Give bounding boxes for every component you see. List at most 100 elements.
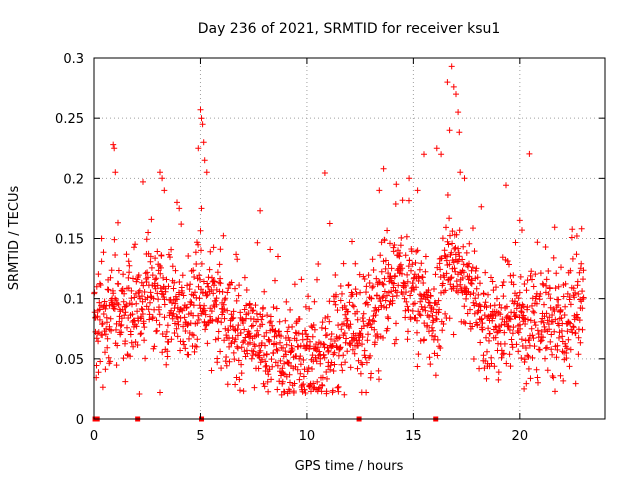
data-point: [580, 276, 586, 283]
data-point: [120, 271, 127, 278]
data-point: [111, 236, 118, 243]
data-point: [292, 329, 299, 336]
data-point: [474, 274, 481, 281]
data-point: [193, 261, 200, 267]
data-point: [571, 294, 578, 301]
x-tick-label: 20: [512, 429, 529, 444]
data-point: [326, 318, 333, 325]
data-point: [287, 306, 294, 313]
data-point: [498, 354, 505, 361]
data-point: [352, 260, 359, 267]
data-point: [257, 347, 264, 354]
data-point: [366, 316, 373, 323]
data-point: [519, 343, 526, 349]
data-point: [381, 275, 388, 282]
data-point: [123, 251, 130, 258]
data-point: [457, 169, 464, 176]
data-point: [118, 321, 125, 328]
data-point: [555, 296, 562, 303]
data-point: [569, 226, 576, 233]
data-point: [320, 351, 327, 358]
data-point: [241, 326, 248, 333]
data-point: [547, 295, 554, 302]
data-point: [497, 311, 504, 318]
data-point: [96, 306, 103, 313]
data-point: [331, 298, 338, 305]
data-point: [197, 276, 203, 283]
data-point: [274, 347, 281, 354]
data-point: [283, 341, 290, 348]
data-point: [497, 327, 504, 334]
data-point: [456, 129, 463, 136]
data-point: [417, 312, 424, 319]
data-point: [413, 284, 419, 291]
data-point: [332, 272, 339, 278]
data-point: [556, 334, 562, 341]
data-point: [354, 365, 361, 372]
data-point: [422, 253, 429, 260]
data-point: [210, 244, 217, 251]
data-point: [222, 295, 229, 302]
data-point: [222, 325, 229, 332]
data-point: [540, 319, 547, 326]
data-point: [286, 359, 292, 366]
data-point: [567, 320, 574, 327]
data-point: [369, 317, 376, 324]
data-point: [459, 256, 466, 263]
data-point: [204, 291, 211, 298]
data-point: [396, 250, 403, 256]
data-point: [306, 346, 313, 352]
data-point: [487, 302, 494, 309]
data-point: [503, 318, 510, 325]
data-point: [332, 293, 339, 300]
data-point: [302, 303, 309, 310]
data-point: [491, 363, 498, 370]
data-point: [552, 316, 559, 323]
data-point: [567, 301, 574, 308]
data-point: [517, 325, 524, 332]
data-point: [391, 242, 398, 248]
data-point: [545, 268, 552, 274]
data-point: [228, 340, 235, 346]
data-point: [479, 320, 486, 327]
data-point: [224, 381, 231, 388]
data-point: [233, 251, 240, 258]
data-point: [286, 388, 293, 395]
data-point: [314, 378, 321, 385]
data-point: [105, 286, 112, 293]
data-point: [224, 307, 231, 314]
data-point: [258, 316, 265, 323]
data-point: [307, 343, 314, 350]
data-point: [547, 304, 554, 311]
data-point: [278, 333, 284, 340]
data-point: [460, 269, 467, 276]
data-point: [246, 330, 253, 337]
data-point: [198, 286, 205, 293]
data-point: [172, 267, 179, 274]
data-point: [354, 316, 361, 323]
data-point: [375, 367, 382, 374]
data-point: [335, 383, 342, 390]
data-point: [273, 341, 280, 348]
data-point: [179, 289, 186, 296]
data-point: [568, 234, 575, 241]
data-point: [455, 245, 462, 252]
data-point: [97, 282, 104, 288]
data-point: [148, 216, 155, 223]
data-point: [265, 388, 272, 395]
data-point: [463, 285, 470, 292]
data-point: [388, 265, 395, 272]
data-point: [367, 352, 374, 359]
data-point: [342, 311, 349, 318]
data-point: [509, 344, 516, 351]
data-point: [460, 319, 467, 325]
data-point: [329, 387, 336, 394]
data-point: [135, 272, 142, 279]
x-tick-label: 10: [299, 429, 316, 444]
data-point: [310, 322, 317, 328]
x-tick-label: 15: [405, 429, 422, 444]
data-point: [297, 370, 304, 377]
data-point: [349, 346, 356, 353]
y-tick-label: 0.25: [55, 112, 84, 127]
data-point: [136, 287, 143, 294]
